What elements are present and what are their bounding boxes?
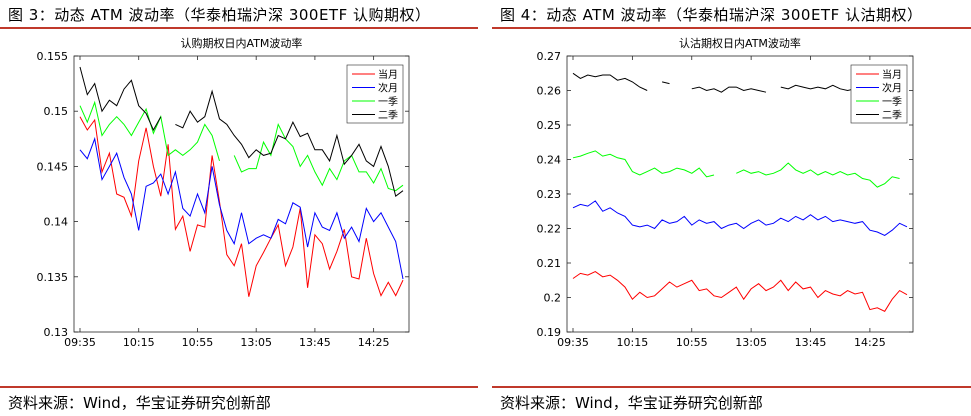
y-tick-label: 0.19 — [537, 326, 562, 339]
put-iv-chart: 认沽期权日内ATM波动率 0.19 0.2 0.21 0.22 0.23 0.24 0.25 0… — [537, 36, 914, 349]
y-tick-label: 0.145 — [37, 160, 69, 173]
top-rule — [0, 27, 478, 29]
top-rule — [492, 27, 971, 29]
x-tick-label: 13:05 — [240, 336, 272, 349]
source-note: 资料来源：Wind，华宝证券研究创新部 — [500, 394, 763, 412]
series-line-4 — [572, 72, 900, 93]
y-tick-label: 0.15 — [44, 105, 69, 118]
y-tick-label: 0.155 — [37, 50, 69, 63]
y-tick-label: 0.14 — [44, 216, 69, 229]
y-tick-label: 0.22 — [537, 223, 562, 236]
series-line-2 — [79, 136, 404, 280]
y-tick-label: 0.24 — [537, 154, 562, 167]
bottom-rule — [492, 386, 971, 388]
x-tick-label: 14:25 — [358, 336, 390, 349]
series-line-4 — [79, 66, 404, 198]
y-tick-label: 0.25 — [537, 119, 562, 132]
x-tick-label: 10:55 — [676, 336, 708, 349]
series-line-1 — [572, 271, 908, 312]
source-note: 资料来源：Wind，华宝证券研究创新部 — [8, 394, 271, 412]
y-tick-label: 0.2 — [544, 292, 562, 305]
y-tick-label: 0.13 — [44, 326, 69, 339]
x-tick-label: 09:35 — [64, 336, 96, 349]
figure-panel-call: 图 3：动态 ATM 波动率（华泰柏瑞沪深 300ETF 认购期权） 认购期权日… — [0, 0, 478, 416]
y-tick-label: 0.26 — [537, 85, 562, 98]
x-tick-label: 14:25 — [854, 336, 886, 349]
series-line-2 — [572, 200, 908, 236]
x-tick-label: 13:45 — [299, 336, 331, 349]
legend-label: 一季 — [378, 96, 398, 108]
figure-title: 图 3：动态 ATM 波动率（华泰柏瑞沪深 300ETF 认购期权） — [8, 6, 431, 24]
legend-label: 二季 — [882, 110, 902, 122]
y-tick-label: 0.135 — [37, 271, 69, 284]
legend-box — [346, 64, 404, 124]
legend-label: 一季 — [882, 96, 902, 108]
y-tick-label: 0.21 — [537, 257, 562, 270]
legend-label: 次月 — [882, 82, 902, 95]
series-line-3 — [572, 150, 900, 188]
chart-title: 认购期权日内ATM波动率 — [181, 36, 303, 50]
figure-title: 图 4：动态 ATM 波动率（华泰柏瑞沪深 300ETF 认沽期权） — [500, 6, 923, 24]
x-tick-label: 10:55 — [182, 336, 214, 349]
bottom-rule — [0, 386, 478, 388]
legend-label: 当月 — [378, 68, 398, 81]
legend-label: 二季 — [378, 110, 398, 122]
y-tick-label: 0.27 — [537, 50, 562, 63]
legend-label: 当月 — [882, 68, 902, 81]
x-tick-label: 13:45 — [795, 336, 827, 349]
x-tick-label: 10:15 — [617, 336, 649, 349]
figure-panel-put: 图 4：动态 ATM 波动率（华泰柏瑞沪深 300ETF 认沽期权） 认沽期权日… — [492, 0, 971, 416]
call-iv-chart: 认购期权日内ATM波动率 0.13 0.135 0.14 0.145 0.15 0.155 0… — [37, 36, 410, 349]
y-tick-label: 0.23 — [537, 188, 562, 201]
series-line-1 — [79, 116, 404, 297]
x-tick-label: 13:05 — [735, 336, 767, 349]
x-tick-label: 09:35 — [557, 336, 589, 349]
legend-box — [850, 64, 908, 124]
x-tick-label: 10:15 — [123, 336, 155, 349]
legend-label: 次月 — [378, 82, 398, 95]
chart-title: 认沽期权日内ATM波动率 — [679, 36, 801, 50]
